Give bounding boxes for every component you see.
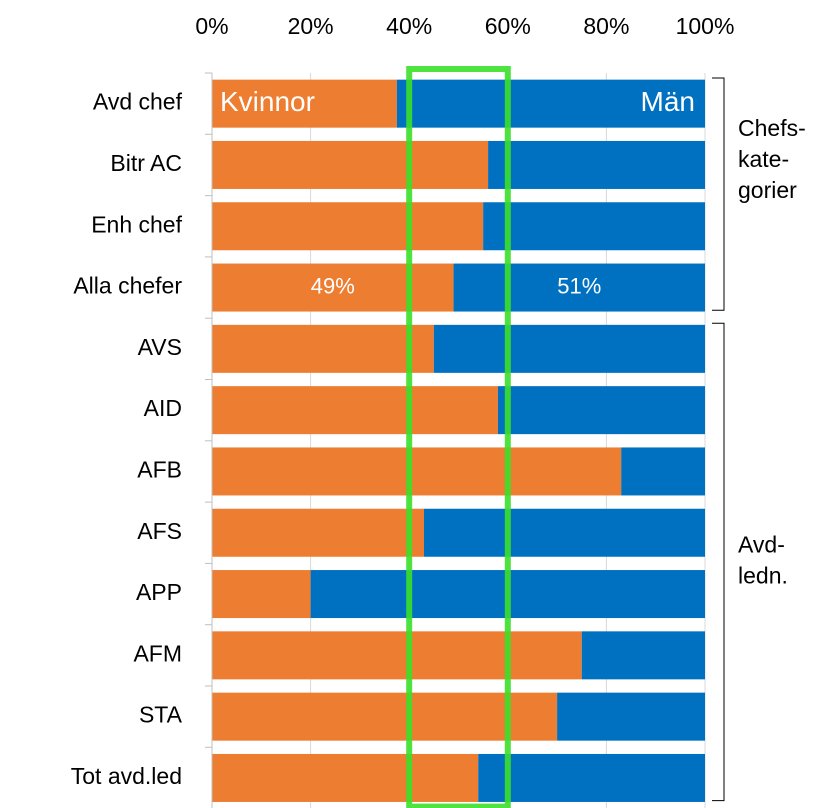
bar-segment bbox=[212, 447, 622, 496]
group-label: kate- bbox=[738, 146, 789, 172]
y-tick-label: Bitr AC bbox=[110, 150, 182, 176]
bar-segment bbox=[212, 202, 484, 251]
bar-segment bbox=[557, 692, 705, 741]
y-tick-label: Tot avd.led bbox=[71, 763, 182, 789]
y-tick-label: AFB bbox=[137, 457, 182, 483]
bar-segment bbox=[212, 140, 489, 189]
x-tick-label: 20% bbox=[288, 13, 334, 39]
y-tick-label: Avd chef bbox=[93, 89, 183, 115]
bar-segment bbox=[212, 324, 434, 373]
group-label: ledn. bbox=[738, 562, 788, 588]
bar-segment bbox=[478, 753, 705, 802]
bar-segment bbox=[488, 140, 705, 189]
legend-label: Män bbox=[641, 86, 695, 117]
y-tick-label: Alla chefer bbox=[73, 273, 182, 299]
data-label: 51% bbox=[557, 273, 601, 298]
group-label: gorier bbox=[738, 177, 797, 203]
bar-segment bbox=[212, 631, 582, 680]
y-tick-label: AFM bbox=[133, 640, 182, 666]
y-tick-label: AVS bbox=[138, 334, 182, 360]
bar-segment bbox=[621, 447, 705, 496]
bar-segment bbox=[396, 79, 705, 128]
bar-segment bbox=[212, 263, 454, 312]
bar-segment bbox=[423, 508, 705, 557]
y-tick-label: APP bbox=[136, 579, 182, 605]
bar-segment bbox=[212, 570, 311, 619]
group-bracket bbox=[712, 77, 725, 311]
bar-segment bbox=[212, 386, 498, 435]
bar-segment bbox=[212, 79, 397, 128]
y-tick-label: AFS bbox=[137, 518, 182, 544]
x-tick-label: 60% bbox=[485, 13, 531, 39]
bar-segment bbox=[497, 386, 705, 435]
group-label: Avd- bbox=[738, 531, 785, 557]
bar-segment bbox=[483, 202, 705, 251]
group-label: Chefs- bbox=[738, 115, 806, 141]
y-tick-label: AID bbox=[144, 395, 182, 421]
group-bracket bbox=[712, 322, 725, 802]
bar-segment bbox=[453, 263, 705, 312]
bar-segment bbox=[212, 692, 558, 741]
x-tick-label: 80% bbox=[583, 13, 629, 39]
bar-segment bbox=[581, 631, 705, 680]
y-tick-label: Enh chef bbox=[91, 211, 182, 237]
highlight-box bbox=[406, 66, 511, 808]
x-tick-label: 0% bbox=[195, 13, 228, 39]
y-tick-label: STA bbox=[139, 702, 183, 728]
bar-segment bbox=[212, 508, 424, 557]
x-tick-label: 40% bbox=[386, 13, 432, 39]
bar-segment bbox=[212, 753, 479, 802]
data-label: 49% bbox=[311, 273, 355, 298]
x-tick-label: 100% bbox=[676, 13, 735, 39]
legend-label: Kvinnor bbox=[220, 86, 315, 117]
bar-segment bbox=[433, 324, 705, 373]
